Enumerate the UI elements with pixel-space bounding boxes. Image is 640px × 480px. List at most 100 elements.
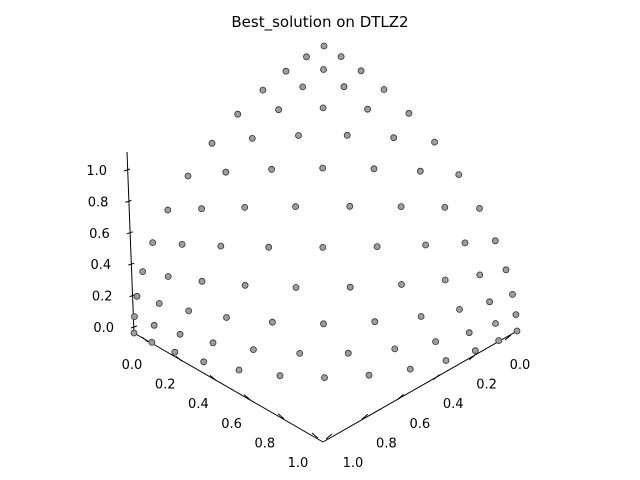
scatter-point — [248, 134, 256, 142]
scatter-point — [422, 241, 430, 249]
scatter-point — [292, 284, 300, 291]
scatter-point — [241, 203, 249, 211]
scatter-point — [390, 134, 398, 142]
y-tick-label: 0.8 — [376, 436, 397, 451]
scatter-point — [441, 276, 449, 284]
x-axis-ticks: 0.0 0.2 0.4 0.6 0.8 1.0 — [122, 336, 319, 471]
scatter-point — [432, 338, 440, 346]
scatter-point — [397, 203, 405, 211]
scatter-point — [491, 237, 499, 245]
scatter-point — [320, 320, 327, 328]
scatter-point — [442, 357, 450, 364]
scatter-point — [441, 203, 449, 211]
scatter-point — [476, 271, 484, 279]
scatter-point — [164, 273, 172, 280]
x-tick-label: 1.0 — [288, 456, 309, 471]
y-tick-mark — [468, 354, 476, 361]
scatter-point — [208, 139, 216, 147]
y-tick-label: 0.2 — [476, 378, 497, 393]
scatter-point — [149, 239, 157, 247]
scatter-point — [164, 206, 172, 214]
scatter-point — [268, 165, 276, 173]
scatter-point — [139, 268, 147, 276]
scatter-point — [321, 374, 328, 382]
scatter-point — [249, 346, 257, 354]
scatter-point — [303, 53, 310, 61]
scatter-point — [365, 371, 373, 379]
scatter-point — [398, 281, 405, 288]
scatter-point — [259, 86, 267, 94]
scatter-point — [431, 138, 439, 146]
scatter-point — [343, 131, 351, 139]
scatter-point — [405, 109, 413, 117]
scatter-point — [492, 320, 499, 327]
scatter-point — [265, 243, 273, 251]
y-axis-ticks: 0.0 0.2 0.4 0.6 0.8 1.0 — [325, 334, 530, 471]
x-tick-mark — [141, 336, 149, 343]
scatter-point — [371, 318, 379, 326]
scatter-point — [319, 164, 327, 172]
z-tick-mark — [126, 231, 133, 235]
scatter-point — [200, 358, 208, 366]
x-tick-mark — [243, 394, 251, 400]
scatter-point — [198, 205, 206, 213]
x-tick-label: 0.2 — [155, 378, 176, 393]
z-tick-label: 0.6 — [89, 227, 110, 242]
scatter-point — [513, 327, 521, 335]
scatter-point — [223, 314, 230, 321]
z-tick-label: 0.0 — [93, 321, 114, 336]
y-tick-mark — [397, 394, 404, 400]
scatter-point — [130, 329, 138, 337]
z-tick-label: 0.2 — [92, 290, 113, 305]
scatter-point — [512, 311, 520, 319]
scatter-point — [416, 167, 424, 175]
chart-title: Best_solution on DTLZ2 — [231, 13, 408, 32]
scatter-point — [299, 83, 307, 91]
scatter-point — [337, 53, 345, 60]
scatter-point — [133, 292, 141, 300]
scatter-point — [364, 105, 372, 113]
scatter-point — [465, 329, 473, 337]
scatter-point — [241, 281, 249, 289]
x-tick-label: 0.4 — [188, 397, 209, 412]
z-axis-ticks: 0.0 0.2 0.4 0.6 0.8 1.0 — [86, 164, 138, 336]
x-tick-label: 0.8 — [254, 436, 275, 451]
scatter-point — [150, 321, 158, 329]
scatter-point — [295, 132, 302, 139]
scatter-point — [502, 266, 510, 274]
scatter-point — [476, 204, 483, 212]
scatter-point — [380, 86, 388, 93]
x-tick-mark — [311, 432, 319, 439]
scatter-point — [292, 203, 300, 211]
scatter-point — [455, 171, 463, 179]
x-tick-mark — [209, 375, 217, 381]
scatter-point — [320, 66, 327, 73]
scatter-point — [296, 349, 304, 357]
scatter-point — [275, 106, 283, 114]
scatter-point — [320, 42, 328, 50]
z-tick-label: 1.0 — [86, 164, 107, 179]
scatter-point — [357, 67, 365, 75]
scatter-point — [406, 365, 414, 373]
y-tick-mark — [325, 433, 333, 440]
z-tick-mark — [130, 325, 138, 329]
scatter-point — [346, 202, 354, 210]
scatter-point — [461, 239, 469, 247]
scatter-point — [495, 337, 503, 345]
y-tick-label: 0.6 — [409, 417, 430, 432]
scatter-point — [417, 313, 425, 320]
scatter-point — [198, 277, 206, 285]
scatter-point — [486, 298, 494, 306]
scatter-point — [370, 165, 378, 173]
scatter-point — [155, 300, 163, 307]
z-tick-label: 0.4 — [91, 258, 112, 273]
scatter-point — [391, 345, 399, 353]
y-tick-mark — [504, 334, 512, 341]
scatter-points — [130, 42, 521, 382]
scatter-point — [268, 318, 276, 326]
scatter-point — [184, 172, 192, 180]
scatter-point — [373, 243, 381, 251]
z-tick-label: 0.8 — [88, 195, 109, 210]
scatter-point — [509, 290, 516, 298]
